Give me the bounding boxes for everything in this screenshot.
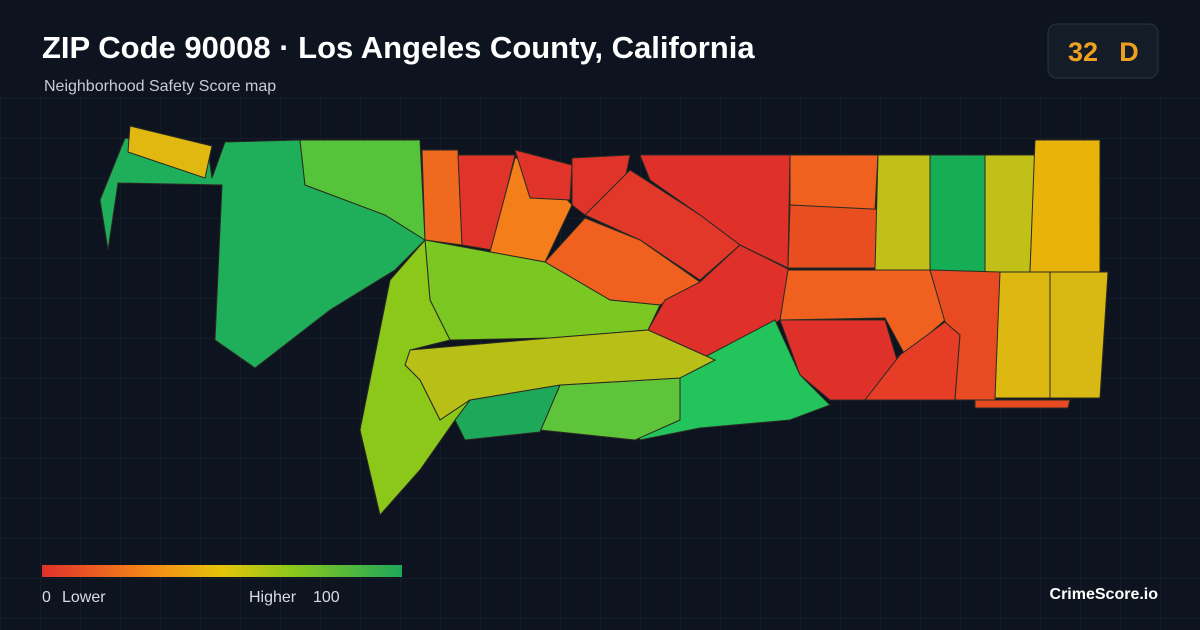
region xyxy=(994,271,1051,399)
region xyxy=(789,154,879,211)
region xyxy=(299,139,426,241)
legend-min-label: Lower xyxy=(62,589,106,606)
subtitle: Neighborhood Safety Score map xyxy=(44,78,276,95)
region xyxy=(584,169,741,281)
title: ZIP Code 90008 · Los Angeles County, Cal… xyxy=(42,30,755,65)
region xyxy=(421,149,463,246)
map xyxy=(99,125,1109,517)
region xyxy=(929,154,986,273)
legend-scale xyxy=(42,565,402,577)
region xyxy=(984,154,1036,273)
region xyxy=(359,238,471,517)
legend-max: 100 xyxy=(313,589,340,606)
region xyxy=(1049,271,1109,399)
legend-min: 0 xyxy=(42,589,51,606)
region xyxy=(874,154,931,271)
region xyxy=(514,149,573,201)
region xyxy=(974,399,1071,409)
score-grade: D xyxy=(1119,37,1139,67)
brand: CrimeScore.io xyxy=(1050,586,1159,603)
legend-max-label: Higher xyxy=(249,589,297,606)
score-value: 32 xyxy=(1068,37,1098,67)
score-badge xyxy=(1047,23,1159,79)
region xyxy=(1029,139,1101,273)
region xyxy=(127,125,213,179)
